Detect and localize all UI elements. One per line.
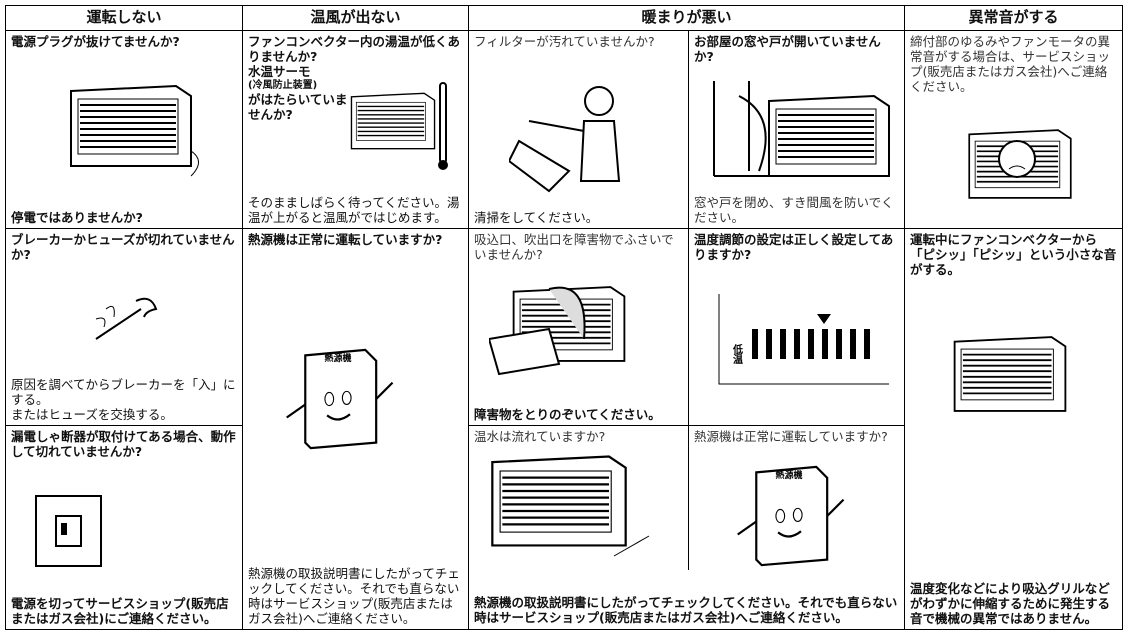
heater-thermometer-illustration <box>350 82 448 170</box>
question: 締付部のゆるみやファンモータの異常音がする場合は、サービスショップ(販売店または… <box>910 34 1111 94</box>
question: ファンコンベクター内の湯温が低くありませんか? <box>248 34 461 64</box>
question: 漏電しゃ断器が取付けてある場合、動作して切れていませんか? <box>11 429 236 459</box>
question: 運転中にファンコンベクターから「ピシッ」「ピシッ」という小さな音がする。 <box>910 232 1117 277</box>
question: 熱源機は正常に運転していますか? <box>248 232 443 247</box>
cell: 熱源機は正常に運転していますか? 熱源機 熱源機の取扱説明書にしたがってチェック… <box>242 228 469 630</box>
answer: 清掃をしてください。 <box>474 210 599 225</box>
cell: 締付部のゆるみやファンモータの異常音がする場合は、サービスショップ(販売店または… <box>904 30 1123 229</box>
answer-line: 原因を調べてからブレーカーを「入」にする。 <box>11 377 236 407</box>
cell: フィルターが汚れていませんか? 清掃をしてください。 <box>468 30 689 229</box>
header-cell: 運転しない <box>5 5 243 31</box>
answer: 窓や戸を閉め、すき間風を防いでください。 <box>694 195 894 225</box>
thermo-text: がはたらいていませんか? <box>248 92 348 122</box>
cell: 温度調節の設定は正しく設定してありますか? 低温 <box>688 228 905 426</box>
heater-illustration <box>491 455 650 557</box>
dial-label: 低温 <box>731 343 744 365</box>
header-text: 暖まりが悪い <box>641 8 732 26</box>
answer-line: またはヒューズを交換する。 <box>11 407 173 422</box>
window-illustration <box>713 81 890 177</box>
answer: 停電ではありませんか? <box>11 210 143 225</box>
breaker-illustration <box>35 495 102 567</box>
boiler-illustration: 熱源機 <box>736 465 845 567</box>
cell: 電源プラグが抜けてませんか? 停電ではありませんか? <box>5 30 243 229</box>
header-cell: 暖まりが悪い <box>468 5 905 31</box>
header-cell: 異常音がする <box>904 5 1123 31</box>
answer: 熱源機の取扱説明書にしたがってチェックしてください。それでも直らない時はサービス… <box>248 566 460 626</box>
question: フィルターが汚れていませんか? <box>474 34 655 49</box>
answer: 温度変化などにより吸込グリルなどがわずかに伸縮するために発生する音で機械の異常で… <box>910 581 1111 626</box>
answer: 熱源機の取扱説明書にしたがってチェックしてください。それでも直らない時はサービス… <box>474 595 898 625</box>
heater-face-illustration <box>968 129 1072 199</box>
wrench-illustration <box>95 297 158 340</box>
cell: ブレーカーかヒューズが切れていませんか? 原因を調べてからブレーカーを「入」にす… <box>5 228 243 426</box>
answer: 原因を調べてからブレーカーを「入」にする。 またはヒューズを交換する。 <box>11 377 237 422</box>
boiler-illustration: 熱源機 <box>285 348 394 450</box>
cell: ファンコンベクター内の湯温が低くありませんか? 水温サーモ (冷風防止装置) が… <box>242 30 469 229</box>
box-label: 熱源機 <box>324 352 351 364</box>
cell: 吸込口、吹出口を障害物でふさいでいませんか? 障害物をとりのぞいてください。 <box>468 228 689 426</box>
thermo-note: (冷風防止装置) <box>248 80 318 91</box>
thermo-text: 水温サーモ <box>248 64 311 79</box>
header-text: 運転しない <box>86 8 162 26</box>
box-label: 熱源機 <box>775 469 802 481</box>
question: ブレーカーかヒューズが切れていませんか? <box>11 232 235 262</box>
heater-illustration <box>953 336 1067 412</box>
question: 温水は流れていますか? <box>474 429 606 444</box>
cell: 熱源機の取扱説明書にしたがってチェックしてください。それでも直らない時はサービス… <box>468 570 905 630</box>
question: 電源プラグが抜けてませんか? <box>11 34 180 49</box>
blocked-heater-illustration <box>489 286 626 376</box>
question: 熱源機は正常に運転していますか? <box>694 429 888 444</box>
cell: お部屋の窓や戸が開いていませんか? 窓や戸を閉め、すき間風を防いでください。 <box>688 30 905 229</box>
question: 温度調節の設定は正しく設定してありますか? <box>694 232 894 262</box>
cell: 漏電しゃ断器が取付けてある場合、動作して切れていませんか? 電源を切ってサービス… <box>5 425 243 630</box>
answer: 電源を切ってサービスショップ(販売店またはガス会社)にご連絡ください。 <box>11 596 229 626</box>
cell: 運転中にファンコンベクターから「ピシッ」「ピシッ」という小さな音がする。 温度変… <box>904 228 1123 630</box>
question: 吸込口、吹出口を障害物でふさいでいませんか? <box>474 232 674 262</box>
cleaning-illustration <box>509 86 621 193</box>
header-cell: 温風が出ない <box>242 5 469 31</box>
heater-illustration <box>70 85 199 177</box>
header-text: 異常音がする <box>968 8 1059 26</box>
answer: 障害物をとりのぞいてください。 <box>474 407 661 422</box>
header-text: 温風が出ない <box>310 8 401 26</box>
question: お部屋の窓や戸が開いていませんか? <box>694 34 881 64</box>
answer: そのまましばらく待ってください。湯温が上がると温風がではじめます。 <box>248 195 460 225</box>
dial-illustration: 低温 <box>718 294 889 385</box>
